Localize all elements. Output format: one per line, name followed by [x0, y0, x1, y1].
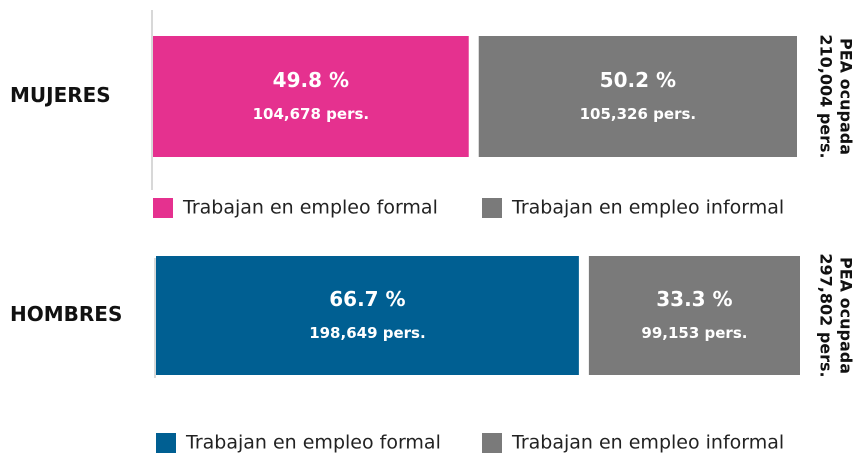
persons-label: 198,649 pers. — [309, 324, 425, 342]
total-title: PEA ocupada — [837, 38, 856, 155]
legend-label: Trabajan en empleo informal — [511, 197, 784, 219]
value-label: 49.8 % — [273, 68, 349, 92]
bar-segment — [478, 36, 797, 157]
value-label: 33.3 % — [656, 287, 732, 311]
legend-label: Trabajan en empleo informal — [511, 432, 784, 454]
legend-swatch — [482, 433, 502, 453]
persons-label: 105,326 pers. — [580, 105, 696, 123]
total-title: PEA ocupada — [837, 257, 856, 374]
legend-label: Trabajan en empleo formal — [185, 432, 441, 454]
legend-swatch — [482, 198, 502, 218]
bar-segment — [153, 36, 469, 157]
value-label: 66.7 % — [329, 287, 405, 311]
legend-label: Trabajan en empleo formal — [182, 197, 438, 219]
persons-label: 104,678 pers. — [253, 105, 369, 123]
total-label: 210,004 pers. — [817, 34, 836, 158]
bar-segment — [156, 256, 579, 375]
total-label: 297,802 pers. — [817, 253, 836, 377]
category-label: MUJERES — [10, 83, 111, 107]
legend-swatch — [153, 198, 173, 218]
value-label: 50.2 % — [600, 68, 676, 92]
legend-swatch — [156, 433, 176, 453]
bar-segment — [588, 256, 800, 375]
persons-label: 99,153 pers. — [641, 324, 747, 342]
category-label: HOMBRES — [10, 302, 122, 326]
